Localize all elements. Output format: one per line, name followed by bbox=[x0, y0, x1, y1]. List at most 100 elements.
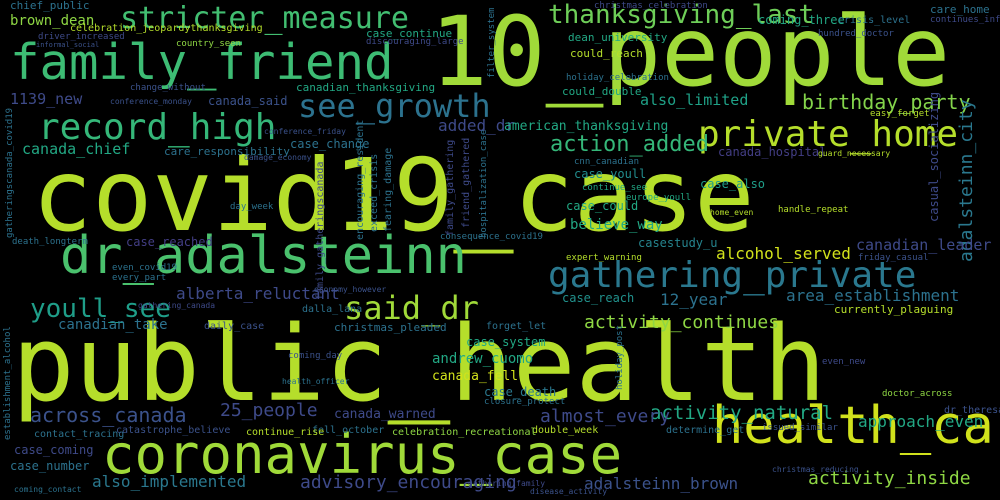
word-case-continue: case_continue bbox=[366, 27, 453, 40]
word-canada-said: canada_said bbox=[208, 94, 288, 108]
word-see-growth: see_growth bbox=[298, 87, 491, 125]
word-activity-continues: activity_continues bbox=[584, 312, 780, 333]
word-case-change: case_change bbox=[290, 137, 370, 151]
word-25-people: 25_people bbox=[220, 400, 318, 421]
word-canada-warned: canada_warned bbox=[334, 407, 436, 422]
word-andrew-cuomo: andrew_cuomo bbox=[432, 351, 534, 367]
word-coronavirus-case: coronavirus_case bbox=[102, 423, 623, 486]
word-health-care: health_care bbox=[712, 396, 1000, 456]
word-crisis-level: crisis_level bbox=[838, 15, 911, 26]
word-case-system: case_system bbox=[466, 335, 546, 349]
word-christmas-celebration: christmas_celebration bbox=[594, 1, 708, 11]
word-case-reach: case_reach bbox=[562, 291, 635, 305]
word-discouraging-large: discouraging_large bbox=[366, 37, 464, 47]
word-death-longterm: death_longterm bbox=[12, 237, 88, 247]
word-case-also: case_also bbox=[700, 177, 766, 191]
word-almost-every: almost_every bbox=[540, 406, 671, 427]
word-holiday-post: holiday_post bbox=[615, 324, 625, 390]
word-continues-informal: continues_informal bbox=[930, 15, 1000, 25]
word-casestudy-u: casestudy_u bbox=[638, 236, 718, 250]
word-damage-economy: damage_economy bbox=[244, 153, 312, 162]
word-also-implemented: also_implemented bbox=[92, 472, 247, 491]
word-christmas-reducing: christmas_reducing bbox=[772, 465, 859, 474]
word-fell-october: fell_october bbox=[312, 425, 385, 436]
word-case-number: case_number bbox=[10, 459, 90, 473]
word-could-reach: could_reach bbox=[570, 47, 643, 60]
word-continue-see: continue_see bbox=[582, 183, 648, 193]
word-coming-contact: coming_contact bbox=[14, 485, 82, 494]
word-canada-chief: canada_chief bbox=[22, 140, 131, 158]
word-record-high: record_high bbox=[38, 107, 277, 148]
word-friday-casual: friday_casual bbox=[858, 253, 929, 263]
word-health-officer: health_officer bbox=[282, 377, 350, 386]
word-fearing-damage: fearing_damage bbox=[383, 147, 394, 232]
word-continue-rise: continue_rise bbox=[246, 427, 325, 438]
word-public-health: public_health bbox=[12, 303, 826, 425]
word-dalla-lana: dalla_lana bbox=[302, 304, 363, 315]
word-cnn-canadian: cnn_canadian bbox=[574, 157, 640, 167]
word-brown-dean: brown_dean bbox=[10, 13, 95, 29]
word-contact-tracing: contact_tracing bbox=[34, 429, 125, 440]
word-celebration-recreational: celebration_recreational bbox=[392, 427, 537, 438]
word-establishment-alcohol: establishment_alcohol bbox=[3, 326, 13, 440]
word-area-establishment: area_establishment bbox=[786, 286, 960, 305]
word-gathering-private: gathering_private bbox=[548, 255, 917, 296]
word-even-new: even_new bbox=[822, 357, 866, 367]
word-determine-get: determine_get bbox=[666, 425, 745, 436]
word-case-coming: case_coming bbox=[14, 443, 94, 457]
word-american-thanksgiving: american_thanksgiving bbox=[504, 119, 669, 134]
word-double-week: double_week bbox=[532, 425, 599, 436]
word-canadian-take: canadian_take bbox=[58, 317, 168, 333]
word-doctor-across: doctor_across bbox=[882, 389, 953, 399]
word-alberta-reluctant: alberta_reluctant bbox=[176, 284, 340, 303]
word-issued-similar: issued_similar bbox=[762, 423, 838, 433]
word-private-home: private_home bbox=[698, 114, 959, 155]
word-hundred-doctor: hundred_doctor bbox=[818, 29, 894, 39]
word-change-without: change_without bbox=[130, 83, 206, 93]
word-driver-increased: driver_increased bbox=[38, 32, 125, 42]
word-forget-let: forget_let bbox=[486, 321, 547, 332]
word-believe-way: believe_way bbox=[570, 217, 663, 233]
word-dean-university: dean_university bbox=[568, 31, 668, 44]
word-day-week: day_week bbox=[230, 202, 274, 212]
word-covid19-case: covid19_case bbox=[32, 137, 755, 254]
word-holiday-celebration: holiday_celebration bbox=[566, 73, 669, 83]
word-family-gathering: family_gathering bbox=[445, 139, 456, 236]
word-alcohol-served: alcohol_served bbox=[716, 244, 851, 263]
word-chief-public: chief_public bbox=[10, 0, 90, 12]
word-canada-hospital: canada_hospital bbox=[718, 145, 827, 159]
word-exceed-crisis: exceed_crisis bbox=[369, 153, 380, 232]
word-case-youll: case_youll bbox=[574, 167, 647, 181]
word-gatheringscanada-covid19: gatheringscanada_covid19 bbox=[5, 107, 15, 238]
word-12-year: 12_year bbox=[660, 290, 728, 309]
word-thanksgiving-last: thanksgiving_last bbox=[548, 0, 815, 30]
word-action-added: action_added bbox=[550, 132, 709, 157]
word-family-friend: family_friend bbox=[10, 34, 394, 91]
word-care-home: care_home bbox=[930, 3, 990, 16]
word-coming-day: coming_day bbox=[288, 351, 343, 361]
word-consequence-covid19: consequence_covid19 bbox=[440, 232, 543, 242]
word-case-could: case_could bbox=[566, 199, 639, 213]
word-canadian-thanksgiving: canadian_thanksgiving bbox=[296, 81, 436, 94]
word-conference-friday: conference_friday bbox=[264, 127, 346, 136]
word-casual-socializing: casual_socializing bbox=[927, 91, 941, 222]
word-home-even: home_even bbox=[710, 208, 754, 217]
word-canadian-leader: canadian_leader bbox=[856, 236, 992, 254]
word-encouraging-resident: encouraging_resident bbox=[355, 119, 366, 240]
word-guard-necessary: guard_necessary bbox=[818, 149, 891, 158]
word-added-dr: added_dr bbox=[438, 116, 516, 135]
word-friend-gathered: friend_gathered bbox=[461, 137, 472, 228]
word-daily-case: daily_case bbox=[204, 321, 265, 332]
word-informal-social: informal_social bbox=[36, 41, 100, 49]
word-every-part: every_part bbox=[112, 273, 167, 283]
word-christmas-pleaded: christmas_pleaded bbox=[334, 321, 447, 334]
word-canada-fell: canada_fell bbox=[432, 369, 519, 384]
word-dr-adalsteinn: dr_adalsteinn bbox=[60, 226, 467, 286]
word-birthday-party: birthday_party bbox=[802, 90, 971, 114]
word-family-gatheringscanada: family_gatheringscanada bbox=[315, 161, 326, 300]
word-1139-new: 1139_new bbox=[10, 90, 83, 108]
word-catastrophe-believe: catastrophe_believe bbox=[116, 425, 231, 436]
word-advisory-encouraging: advisory_encouraging bbox=[300, 472, 517, 493]
word-handle-repeat: handle_repeat bbox=[778, 205, 849, 215]
